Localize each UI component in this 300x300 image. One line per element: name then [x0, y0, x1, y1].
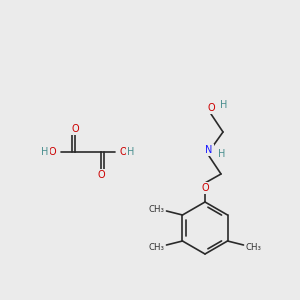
Text: N: N [205, 145, 213, 155]
Text: O: O [207, 103, 215, 113]
Text: H: H [220, 100, 228, 110]
Text: O: O [71, 124, 79, 134]
Text: O: O [120, 147, 127, 157]
Text: CH₃: CH₃ [245, 242, 262, 251]
Text: H: H [41, 147, 49, 157]
Text: O: O [97, 170, 105, 180]
Text: CH₃: CH₃ [148, 205, 164, 214]
Text: CH₃: CH₃ [148, 242, 164, 251]
Text: O: O [201, 183, 209, 193]
Text: O: O [48, 147, 56, 157]
Text: H: H [218, 149, 226, 159]
Text: H: H [127, 147, 135, 157]
